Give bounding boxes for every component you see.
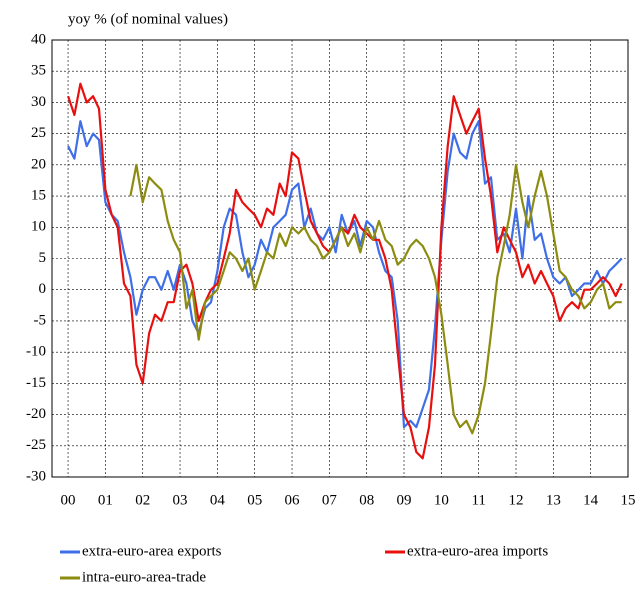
x-tick-label: 09 [397, 492, 412, 508]
x-tick-label: 04 [210, 492, 226, 508]
y-tick-label: 20 [31, 156, 46, 172]
y-tick-label: 35 [31, 63, 46, 79]
x-tick-label: 05 [247, 492, 262, 508]
plot-frame [51, 39, 629, 478]
y-tick-label: 40 [31, 31, 46, 47]
x-tick-label: 02 [135, 492, 150, 508]
x-tick-label: 07 [322, 492, 338, 508]
series-line [129, 163, 622, 435]
legend-label: extra-euro-area exports [82, 543, 222, 559]
legend-label: extra-euro-area imports [407, 543, 548, 559]
y-tick-label: 5 [39, 250, 47, 266]
x-tick-label: 00 [61, 492, 76, 508]
y-tick-label: -20 [26, 406, 46, 422]
chart-title: yoy % (of nominal values) [68, 11, 228, 27]
series-line [67, 120, 623, 429]
x-tick-label: 06 [285, 492, 301, 508]
x-tick-label: 11 [471, 492, 485, 508]
y-tick-label: -25 [26, 437, 46, 453]
x-tick-label: 12 [509, 492, 524, 508]
x-tick-label: 03 [173, 492, 188, 508]
x-tick-label: 08 [359, 492, 374, 508]
x-tick-label: 01 [98, 492, 113, 508]
y-tick-label: 0 [39, 281, 47, 297]
y-tick-label: -15 [26, 375, 46, 391]
series-line [67, 82, 623, 460]
y-tick-label: -10 [26, 344, 46, 360]
legend-label: intra-euro-area-trade [82, 569, 206, 585]
x-tick-label: 13 [546, 492, 561, 508]
y-tick-label: 10 [31, 219, 46, 235]
y-tick-label: 15 [31, 188, 46, 204]
x-tick-label: 10 [434, 492, 449, 508]
x-tick-label: 15 [621, 492, 636, 508]
y-tick-label: 25 [31, 125, 46, 141]
y-tick-label: -5 [34, 312, 47, 328]
y-tick-label: 30 [31, 94, 46, 110]
x-tick-label: 14 [583, 492, 599, 508]
y-tick-label: -30 [26, 468, 46, 484]
